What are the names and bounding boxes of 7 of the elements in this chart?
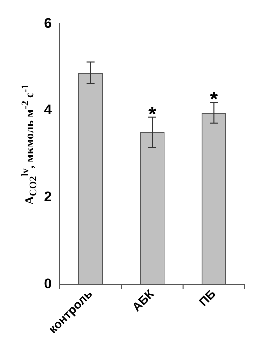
annotation: *: [210, 89, 218, 112]
x-tick-label: ПБ: [196, 286, 219, 310]
y-tick-label: 6: [44, 14, 52, 31]
y-tick-label: 0: [44, 275, 52, 292]
y-tick-label: 4: [44, 102, 52, 118]
annotation: *: [148, 104, 157, 126]
y-tick-label: 2: [44, 188, 52, 204]
